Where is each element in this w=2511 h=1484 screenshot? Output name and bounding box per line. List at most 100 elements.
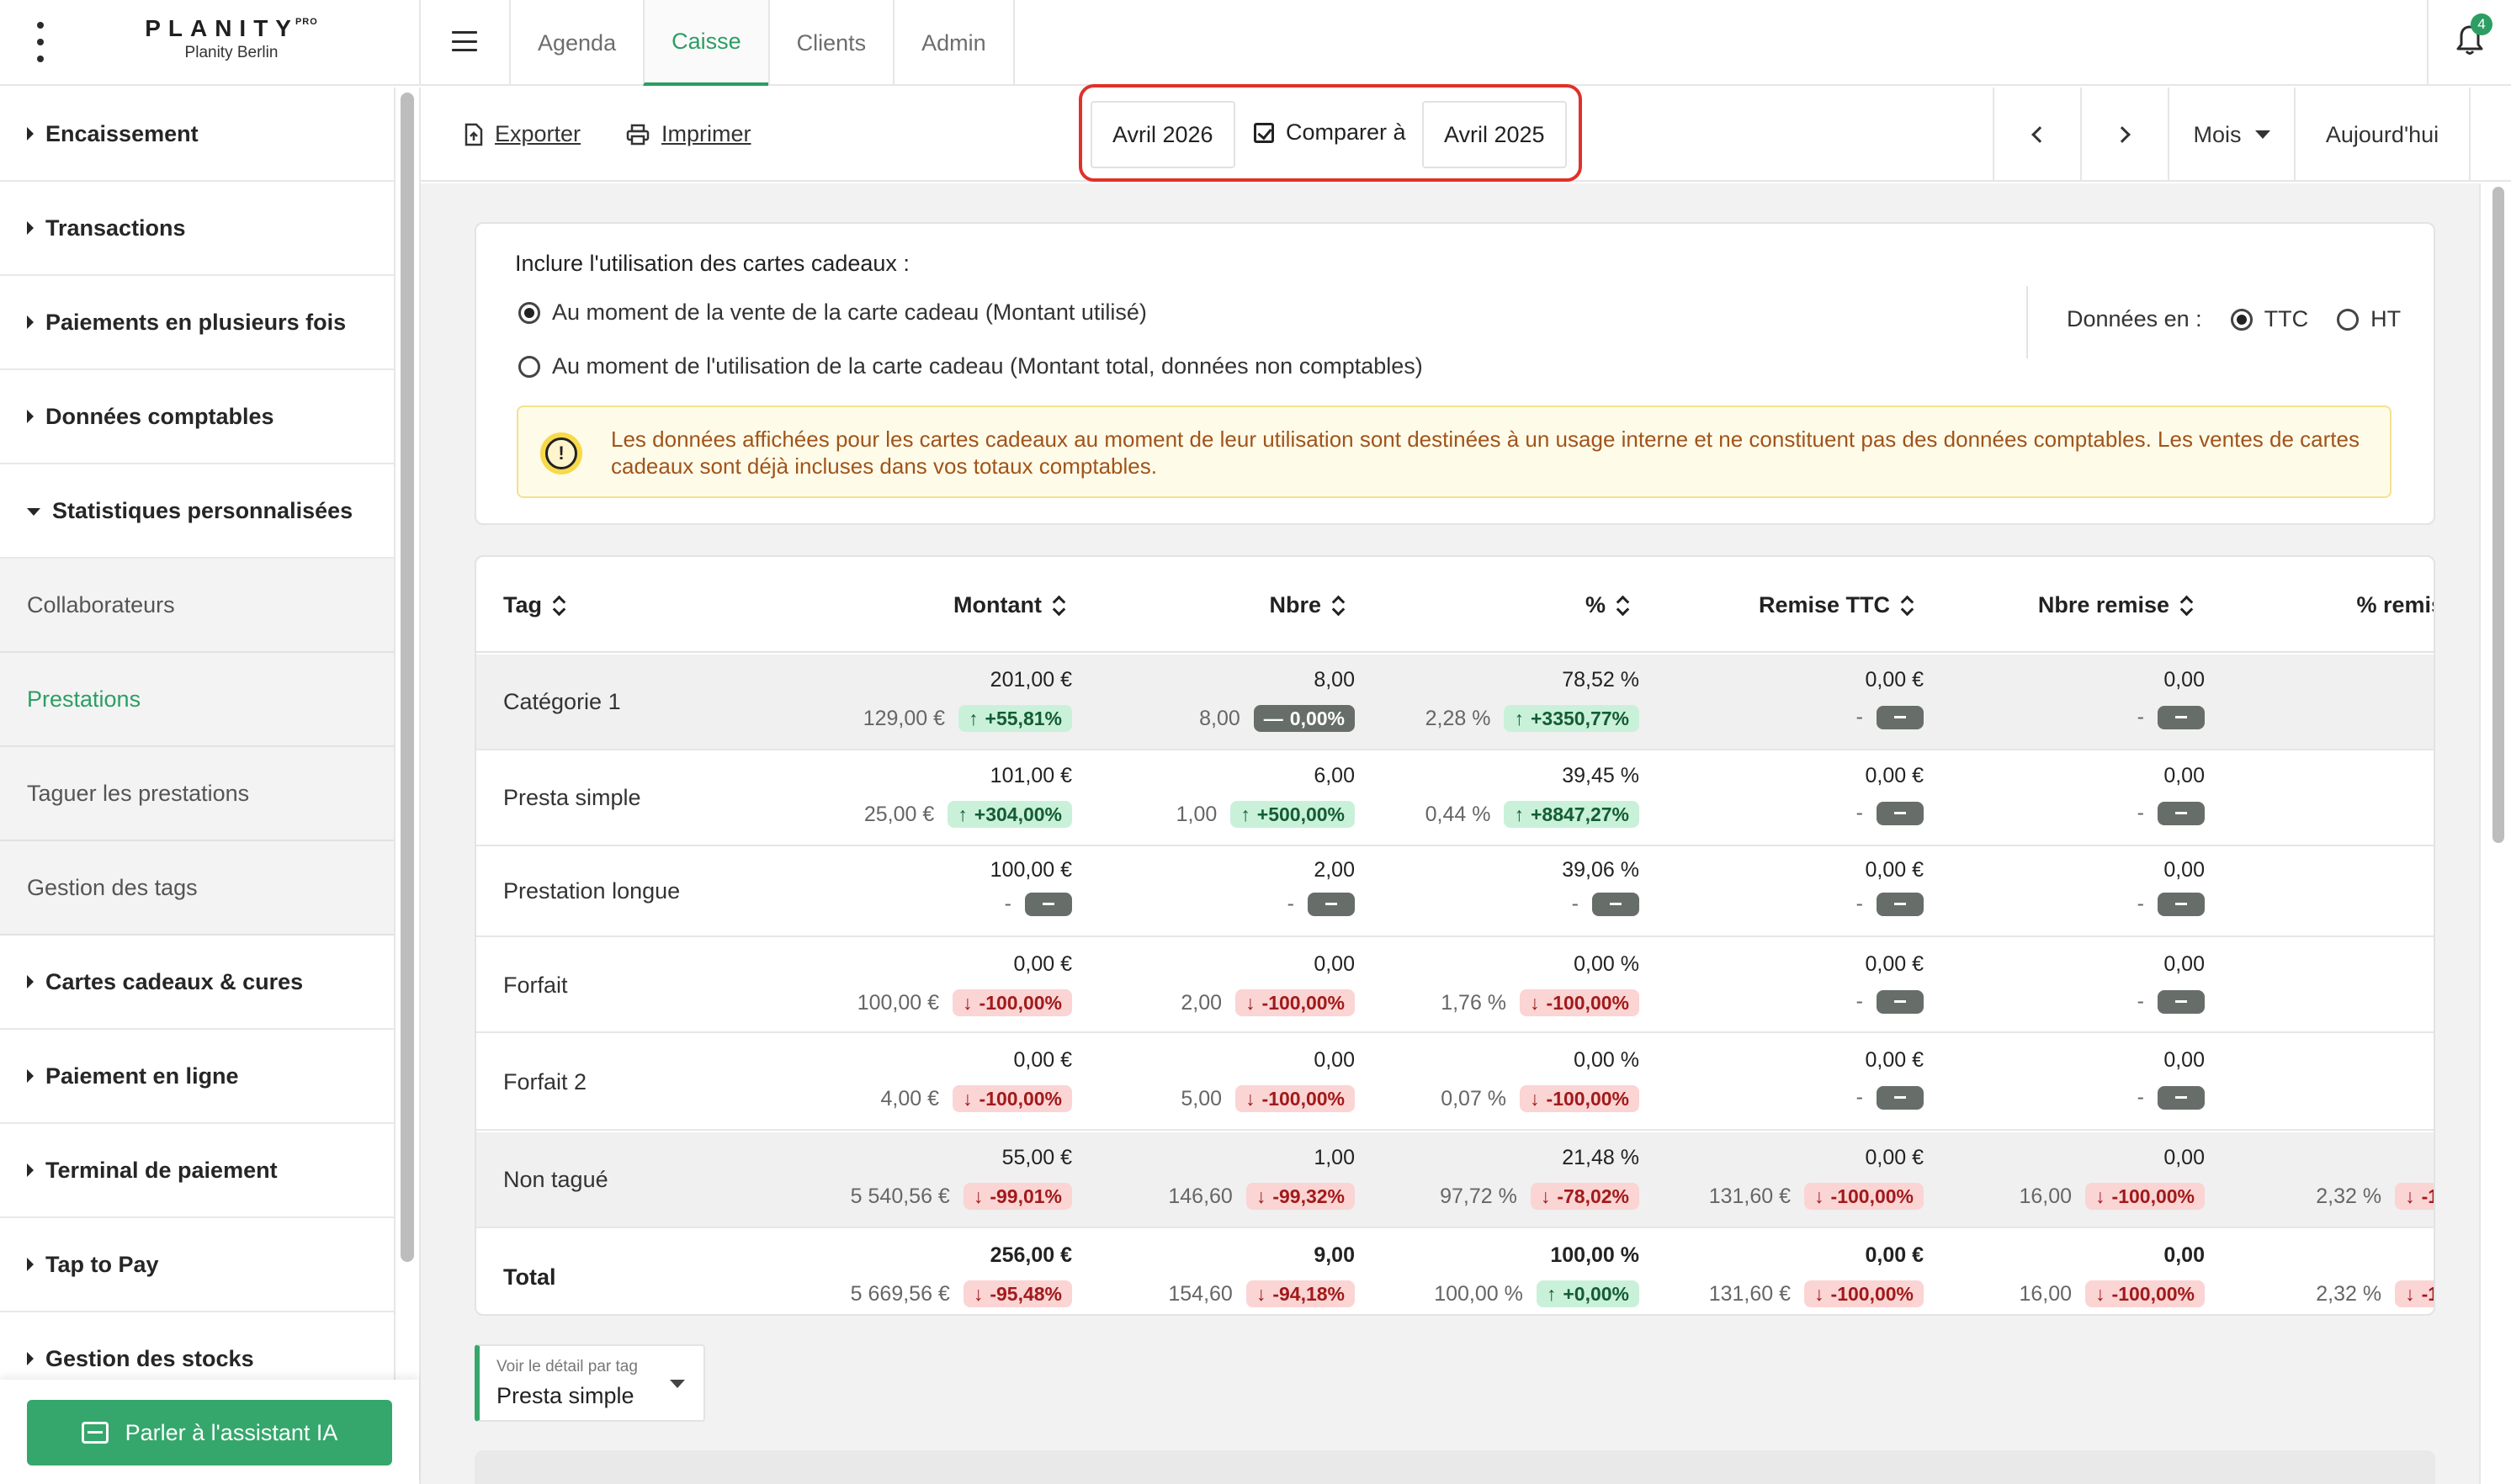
print-button[interactable]: Imprimer xyxy=(626,121,751,147)
sidebar-item-donnees-comptables[interactable]: Données comptables xyxy=(0,370,394,464)
tab-admin[interactable]: Admin xyxy=(893,0,1015,86)
cell-pct-previous: - xyxy=(1572,892,1639,916)
no-change-badge xyxy=(2158,1085,2205,1110)
sidebar-item-paiement-en-ligne[interactable]: Paiement en ligne xyxy=(0,1030,394,1124)
header-montant[interactable]: Montant xyxy=(953,592,1065,618)
sidebar-item-tap-to-pay[interactable]: Tap to Pay xyxy=(0,1218,394,1312)
variation-value: -100,00% xyxy=(1830,1185,1914,1207)
sort-icon[interactable] xyxy=(1902,596,1914,616)
previous-value: - xyxy=(2137,705,2144,729)
compare-toggle[interactable]: Comparer à xyxy=(1254,119,1406,146)
cell-nbre-previous: 154,60 ↓ -94,18% xyxy=(1168,1280,1355,1307)
tab-clients[interactable]: Clients xyxy=(767,0,894,86)
sidebar-item-label: Terminal de paiement xyxy=(45,1157,278,1183)
table-row[interactable]: Presta simple 101,00 € 25,00 € ↑ +304,00% 6,0… xyxy=(476,750,2434,846)
variation-badge: — 0,00% xyxy=(1253,705,1355,732)
cell-nbre-remise-current: 0,00 xyxy=(2163,1243,2205,1267)
cell-pct-remise-previous: 2,32 % ↓ -100, xyxy=(2316,1280,2434,1307)
table-row[interactable]: Forfait 0,00 €100,00 € ↓ -100,00% 0,00 2,00 ↓ -… xyxy=(476,939,2434,1033)
previous-period-button[interactable] xyxy=(1993,87,2080,182)
sidebar-subitem-taguer[interactable]: Taguer les prestations xyxy=(0,747,394,841)
tab-agenda[interactable]: Agenda xyxy=(509,0,643,86)
hamburger-menu-icon[interactable] xyxy=(452,31,477,51)
main-scrollbar-thumb[interactable] xyxy=(2492,187,2504,843)
sidebar-item-cartes-cadeaux[interactable]: Cartes cadeaux & cures xyxy=(0,935,394,1030)
radio-option-usage[interactable]: Au moment de l'utilisation de la carte c… xyxy=(518,353,1423,379)
sidebar-item-label: Paiements en plusieurs fois xyxy=(45,309,347,335)
cell-nbre-remise-previous: - xyxy=(2137,1085,2205,1110)
sidebar-scrollbar-thumb[interactable] xyxy=(401,93,414,1262)
table-row[interactable]: Prestation longue 100,00 € -2,00-39,06 % -0… xyxy=(476,846,2434,937)
variation-value: -100,00% xyxy=(2111,1282,2195,1305)
sidebar-subitem-gestion-tags[interactable]: Gestion des tags xyxy=(0,841,394,935)
variation-badge: ↓ -100, xyxy=(2395,1183,2434,1210)
previous-value: - xyxy=(1855,1085,1863,1109)
export-button[interactable]: Exporter xyxy=(465,121,581,147)
tab-caisse[interactable]: Caisse xyxy=(643,0,768,86)
no-change-badge xyxy=(2158,989,2205,1014)
tag-detail-select[interactable]: Voir le détail par tag Presta simple xyxy=(475,1344,705,1422)
compare-checkbox[interactable] xyxy=(1254,122,1274,143)
arrow-down-icon: ↓ xyxy=(2405,1282,2415,1305)
ht-label[interactable]: HT xyxy=(2370,306,2402,331)
radio-ht[interactable] xyxy=(2337,308,2360,331)
more-menu-icon[interactable] xyxy=(30,22,50,62)
sidebar-subitem-prestations[interactable]: Prestations xyxy=(0,653,394,747)
header-nbre[interactable]: Nbre xyxy=(1269,592,1345,618)
radio-ttc[interactable] xyxy=(2230,308,2253,331)
header-nbre-remise[interactable]: Nbre remise xyxy=(2038,592,2193,618)
sort-icon[interactable] xyxy=(1333,596,1345,616)
cell-nbre-previous: - xyxy=(1287,892,1355,916)
sort-icon[interactable] xyxy=(2181,596,2193,616)
variation-badge: ↓ -95,48% xyxy=(963,1280,1072,1307)
brand[interactable]: PLANITYPRO Planity Berlin xyxy=(118,15,345,62)
cell-montant-previous: 4,00 € ↓ -100,00% xyxy=(881,1085,1072,1112)
table-row[interactable]: Catégorie 1 201,00 €129,00 € ↑ +55,81% 8,00 8… xyxy=(476,655,2434,750)
previous-value: - xyxy=(1571,892,1579,915)
cell-nbre-current: 0,00 xyxy=(1314,952,1355,976)
header-pct[interactable]: % xyxy=(1585,592,1629,618)
row-tag-label: Forfait xyxy=(503,973,568,998)
sort-icon[interactable] xyxy=(1617,596,1629,616)
variation-badge: ↑ +8847,27% xyxy=(1504,801,1639,828)
arrow-down-icon: ↓ xyxy=(1530,991,1540,1014)
header-remise-ttc[interactable]: Remise TTC xyxy=(1759,592,1914,618)
cell-pct-previous: 0,44 % ↑ +8847,27% xyxy=(1425,801,1639,828)
table-header: Tag Montant Nbre% Remise TTC Nbre remise % re… xyxy=(476,557,2434,653)
cell-montant-current: 100,00 € xyxy=(990,858,1072,882)
sort-icon[interactable] xyxy=(554,596,565,616)
no-change-badge xyxy=(1592,892,1639,916)
radio-button[interactable] xyxy=(518,355,540,378)
compare-period-selector[interactable]: Avril 2025 xyxy=(1422,101,1567,168)
today-button[interactable]: Aujourd'hui xyxy=(2294,87,2471,182)
sort-icon[interactable] xyxy=(1054,596,1065,616)
sidebar-item-terminal[interactable]: Terminal de paiement xyxy=(0,1124,394,1218)
next-period-button[interactable] xyxy=(2080,87,2168,182)
table-row[interactable]: Total 256,00 € 5 669,56 € ↓ -95,48% 9,00 154,6… xyxy=(476,1230,2434,1314)
arrow-down-icon: ↓ xyxy=(963,1087,973,1110)
sidebar-item-encaissement[interactable]: Encaissement xyxy=(0,87,394,182)
no-change-badge xyxy=(1877,892,1924,916)
sidebar-subitem-collaborateurs[interactable]: Collaborateurs xyxy=(0,559,394,653)
caret-down-icon xyxy=(27,507,40,516)
minus-icon xyxy=(1894,903,1906,905)
brand-logo: PLANITYPRO xyxy=(145,15,318,41)
arrow-down-icon: ↓ xyxy=(1245,1087,1256,1110)
radio-option-sale[interactable]: Au moment de la vente de la carte cadeau… xyxy=(518,299,1147,326)
granularity-dropdown[interactable]: Mois xyxy=(2168,87,2294,182)
cell-nbre-remise-current: 0,00 xyxy=(2163,1048,2205,1072)
header-tag[interactable]: Tag xyxy=(503,592,565,618)
sidebar-item-transactions[interactable]: Transactions xyxy=(0,182,394,276)
previous-value: 100,00 % xyxy=(1434,1281,1523,1306)
table-row[interactable]: Non tagué 55,00 € 5 540,56 € ↓ -99,01% 1,00 14… xyxy=(476,1132,2434,1228)
ai-assistant-button[interactable]: Parler à l'assistant IA xyxy=(27,1400,392,1465)
sidebar-item-statistiques[interactable]: Statistiques personnalisées xyxy=(0,464,394,559)
radio-button-selected[interactable] xyxy=(518,301,540,324)
period-selector[interactable]: Avril 2026 xyxy=(1091,101,1235,168)
table-row[interactable]: Forfait 2 0,00 €4,00 € ↓ -100,00% 0,00 5,00 ↓ -… xyxy=(476,1035,2434,1131)
sidebar-item-paiements-plusieurs-fois[interactable]: Paiements en plusieurs fois xyxy=(0,276,394,370)
cell-pct-current: 39,45 % xyxy=(1562,764,1639,787)
ttc-label[interactable]: TTC xyxy=(2264,306,2309,331)
cell-montant-current: 55,00 € xyxy=(1001,1146,1072,1169)
header-pct-remise[interactable]: % remis xyxy=(2356,592,2434,618)
